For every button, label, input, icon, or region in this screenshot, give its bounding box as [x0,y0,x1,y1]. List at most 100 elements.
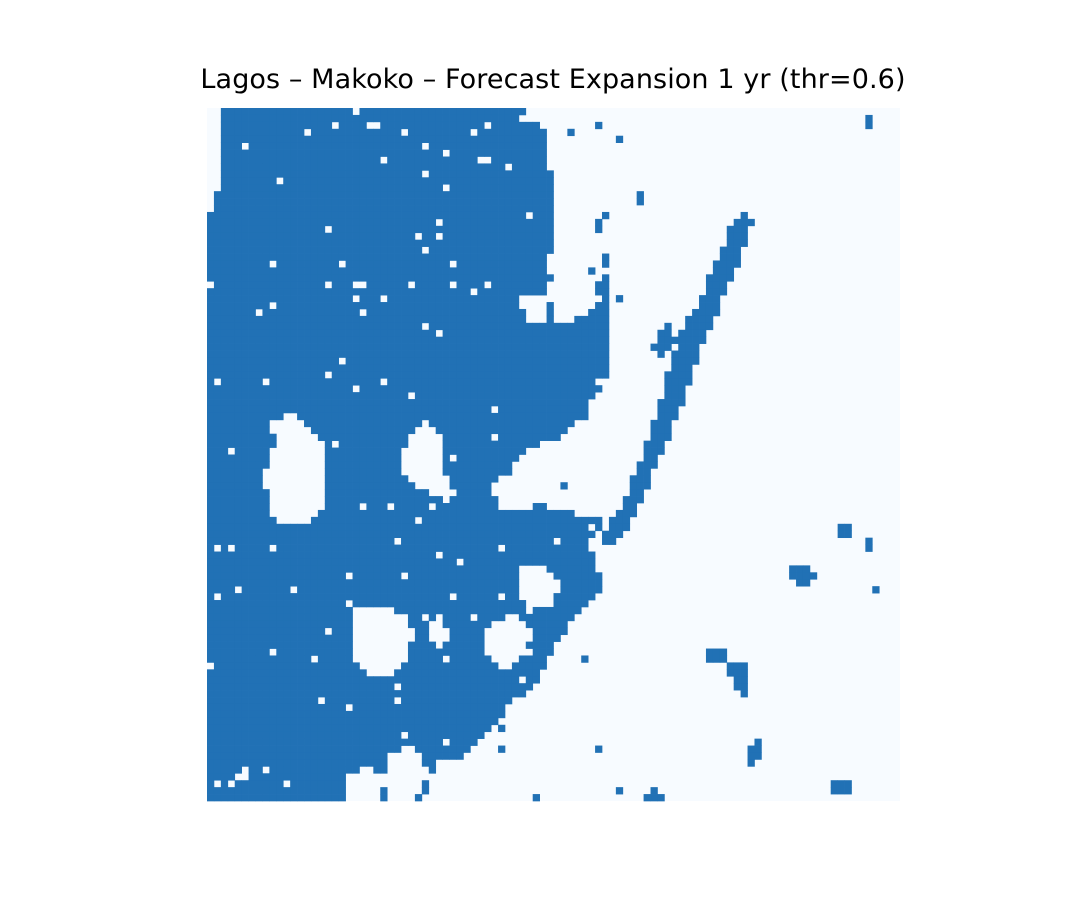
heatmap-cell [428,343,437,351]
heatmap-cell [532,669,540,677]
heatmap-cell [373,267,381,275]
heatmap-cell [276,641,284,649]
heatmap-cell [359,489,367,497]
heatmap-cell [317,600,326,608]
heatmap-cell [338,170,346,178]
heatmap-cell [380,121,388,130]
heatmap-cell [345,385,353,393]
heatmap-cell [213,329,222,338]
heatmap-cell [255,537,263,545]
heatmap-cell [553,627,561,636]
heatmap-cell [407,274,416,282]
heatmap-cell [331,482,340,490]
heatmap-cell [477,295,485,303]
heatmap-cell [553,606,561,615]
heatmap-cell [373,530,381,539]
heatmap-cell [366,537,374,545]
heatmap-cell [269,537,277,545]
heatmap-cell [213,205,222,213]
heatmap-cell [324,593,333,601]
heatmap-cell [345,724,353,733]
heatmap-cell [220,302,229,310]
heatmap-cell [276,773,284,781]
heatmap-cell [262,385,270,393]
heatmap-cell [567,523,575,532]
heatmap-cell [255,579,263,587]
heatmap-cell [435,593,443,601]
heatmap-cell [511,329,520,338]
heatmap-cell [477,329,485,338]
heatmap-cell [241,135,249,143]
heatmap-cell [428,717,437,726]
heatmap-cell [304,773,312,781]
heatmap-cell [504,267,513,275]
heatmap-cell [220,191,229,199]
heatmap-cell [207,703,215,712]
heatmap-cell [241,170,249,178]
heatmap-cell [428,385,437,393]
heatmap-cell [518,246,527,254]
heatmap-cell [310,128,319,137]
heatmap-cell [207,759,215,767]
heatmap-cell [504,530,513,539]
heatmap-cell [248,232,256,241]
heatmap-cell [421,579,430,587]
heatmap-cell [442,121,450,130]
heatmap-cell [234,600,242,608]
heatmap-cell [276,378,284,386]
heatmap-cell [428,260,437,268]
heatmap-cell [532,142,540,150]
heatmap-cell [352,482,360,490]
heatmap-cell [449,225,457,234]
heatmap-cell [331,669,340,677]
heatmap-cell [463,128,471,137]
heatmap-cell [442,302,450,310]
heatmap-cell [539,419,547,428]
heatmap-cell [401,142,409,150]
heatmap-cell [241,641,249,649]
heatmap-cell [248,648,256,656]
heatmap-cell [595,371,603,379]
heatmap-cell [227,357,236,365]
heatmap-cell [491,461,499,469]
heatmap-cell [532,405,540,414]
heatmap-cell [504,544,513,552]
heatmap-cell [255,322,263,331]
heatmap-cell [678,336,686,344]
heatmap-cell [525,537,534,545]
heatmap-cell [567,405,575,414]
heatmap-cell [276,218,284,227]
heatmap-cell [484,600,492,608]
heatmap-cell [262,392,270,400]
heatmap-cell [484,717,492,726]
heatmap-cell [207,267,215,275]
heatmap-cell [241,627,249,636]
heatmap-cell [234,149,242,157]
heatmap-cell [207,405,215,414]
heatmap-cell [504,260,513,268]
heatmap-cell [414,184,423,192]
heatmap-cell [470,267,478,275]
heatmap-cell [213,371,222,379]
heatmap-cell [359,426,367,435]
heatmap-cell [595,302,603,310]
heatmap-cell [525,357,534,365]
heatmap-cell [324,766,333,774]
heatmap-cell [525,620,534,629]
heatmap-cell [317,794,326,802]
heatmap-cell [491,392,499,400]
heatmap-cell [865,121,873,130]
heatmap-cell [359,572,367,580]
heatmap-cell [227,378,236,386]
heatmap-cell [525,225,534,234]
heatmap-cell [227,766,236,774]
heatmap-cell [401,288,409,296]
heatmap-cell [491,551,499,559]
heatmap-cell [387,288,395,296]
heatmap-cell [518,274,527,282]
heatmap-cell [276,253,284,261]
heatmap-cell [373,683,381,691]
heatmap-cell [421,177,430,185]
heatmap-cell [414,329,423,338]
heatmap-cell [491,600,499,608]
